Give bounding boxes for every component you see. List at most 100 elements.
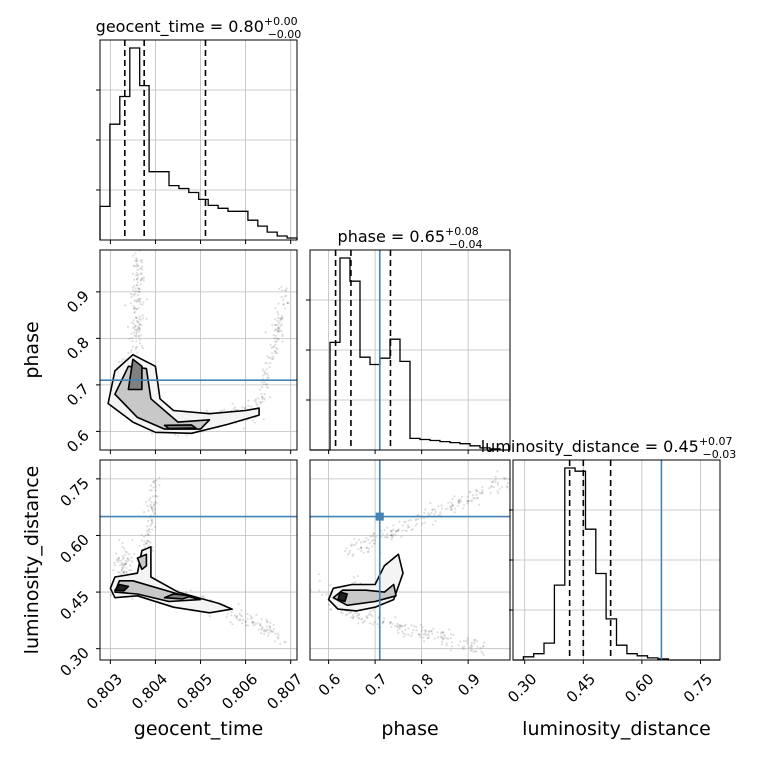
scatter-point	[437, 505, 440, 508]
panel-border	[512, 459, 721, 661]
scatter-point	[246, 617, 249, 620]
scatter-point	[115, 552, 118, 555]
scatter-point	[478, 491, 481, 494]
scatter-point	[129, 568, 133, 572]
scatter-point	[150, 501, 153, 504]
scatter-point	[140, 272, 143, 275]
scatter-point	[352, 576, 355, 579]
scatter-point	[459, 640, 462, 643]
scatter-point	[272, 346, 275, 349]
scatter-point	[149, 503, 152, 506]
scatter-point	[130, 321, 133, 324]
scatter-point	[404, 628, 407, 632]
scatter-point	[130, 349, 133, 352]
scatter-point	[409, 519, 412, 522]
scatter-point	[279, 324, 282, 327]
truth-marker	[375, 512, 384, 521]
scatter-point	[438, 513, 441, 517]
scatter-point	[287, 302, 290, 305]
scatter-point	[150, 507, 153, 510]
scatter-point	[136, 345, 139, 348]
scatter-point	[147, 533, 150, 537]
scatter-point	[476, 496, 479, 499]
scatter-point	[128, 569, 131, 572]
scatter-point	[417, 632, 420, 636]
scatter-point	[138, 342, 141, 345]
scatter-point	[434, 510, 437, 513]
scatter-point	[261, 400, 264, 403]
scatter-point	[143, 546, 146, 549]
scatter-point	[404, 520, 407, 524]
scatter-point	[382, 621, 385, 624]
scatter-point	[126, 325, 130, 329]
scatter-point	[457, 500, 460, 503]
scatter-point	[467, 500, 470, 503]
contour-inner	[163, 424, 197, 430]
scatter-point	[275, 340, 278, 343]
scatter-point	[125, 551, 129, 554]
scatter-point	[278, 327, 281, 330]
scatter-point	[498, 488, 501, 491]
scatter-point	[129, 564, 132, 567]
scatter-point	[118, 571, 121, 574]
scatter-point	[373, 542, 376, 545]
scatter-point	[360, 549, 363, 553]
scatter-point	[142, 279, 145, 282]
scatter-point	[231, 402, 234, 405]
scatter-point	[276, 327, 279, 330]
scatter-point	[142, 535, 145, 538]
scatter-point	[154, 508, 157, 511]
scatter-point	[144, 534, 147, 537]
scatter-point	[424, 629, 428, 632]
scatter-point	[411, 528, 414, 531]
scatter-point	[269, 343, 272, 347]
scatter-point	[262, 374, 265, 377]
scatter-point	[261, 368, 264, 371]
scatter-point	[381, 532, 384, 535]
scatter-point	[451, 504, 454, 507]
scatter-point	[271, 358, 274, 361]
scatter-point	[480, 492, 483, 495]
scatter-point	[403, 520, 406, 523]
scatter-point	[255, 403, 258, 406]
scatter-point	[122, 570, 125, 574]
scatter-point	[442, 631, 445, 634]
scatter-point	[137, 264, 140, 267]
scatter-point	[128, 559, 131, 562]
contour-inner	[114, 583, 130, 592]
scatter-point	[243, 407, 246, 410]
scatter-point	[470, 646, 473, 649]
scatter-point	[131, 345, 134, 348]
scatter-point	[117, 556, 120, 560]
scatter-point	[415, 518, 418, 521]
scatter-point	[351, 582, 355, 585]
scatter-point	[395, 530, 398, 533]
scatter-point	[276, 310, 279, 313]
scatter-point	[142, 276, 146, 279]
scatter-point	[263, 393, 266, 396]
scatter-point	[135, 278, 139, 281]
scatter-point	[202, 595, 205, 598]
scatter-point	[253, 399, 256, 402]
scatter-point	[463, 645, 466, 648]
scatter-point	[476, 497, 479, 500]
scatter-point	[394, 530, 397, 533]
scatter-point	[122, 563, 126, 567]
scatter-point	[449, 505, 452, 508]
scatter-point	[141, 268, 144, 271]
scatter-point	[136, 283, 139, 287]
y-axis-label-phase: phase	[21, 321, 43, 378]
scatter-point	[263, 370, 266, 373]
scatter-point	[130, 336, 133, 339]
scatter-point	[423, 516, 426, 520]
scatter-point	[440, 640, 444, 643]
scatter-point	[145, 317, 148, 320]
scatter-point	[277, 331, 280, 334]
scatter-point	[250, 617, 253, 620]
scatter-point	[431, 508, 434, 511]
scatter-point	[274, 307, 277, 310]
scatter-point	[260, 628, 263, 632]
title-plus: +0.07	[699, 435, 733, 448]
scatter-point	[135, 316, 138, 319]
scatter-point	[138, 298, 141, 301]
